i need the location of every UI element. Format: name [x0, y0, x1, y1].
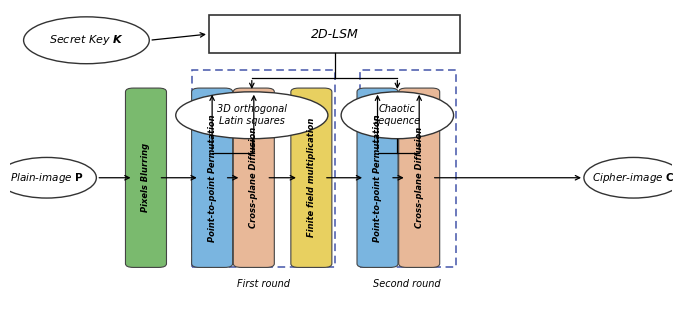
Text: Cross-plane Diffusion: Cross-plane Diffusion: [249, 127, 258, 228]
Bar: [192, 70, 334, 267]
Ellipse shape: [0, 157, 97, 198]
Text: First round: First round: [236, 279, 290, 289]
FancyBboxPatch shape: [399, 88, 440, 267]
FancyBboxPatch shape: [125, 88, 166, 267]
Text: 3D orthogonal
Latin squares: 3D orthogonal Latin squares: [217, 104, 287, 126]
FancyBboxPatch shape: [209, 15, 460, 53]
FancyBboxPatch shape: [357, 88, 398, 267]
Text: Second round: Second round: [373, 279, 441, 289]
Bar: [360, 70, 456, 267]
Text: Cross-plane Diffusion: Cross-plane Diffusion: [414, 127, 424, 228]
Text: Finite field multiplication: Finite field multiplication: [307, 118, 316, 238]
Text: Point-to-point Permutation: Point-to-point Permutation: [208, 114, 216, 242]
Ellipse shape: [341, 92, 453, 139]
Text: Secret Key $\boldsymbol{K}$: Secret Key $\boldsymbol{K}$: [49, 33, 124, 47]
FancyBboxPatch shape: [192, 88, 233, 267]
FancyBboxPatch shape: [234, 88, 274, 267]
FancyBboxPatch shape: [291, 88, 332, 267]
Text: 2D-LSM: 2D-LSM: [310, 28, 358, 40]
Text: Plain-image $\mathit{\mathbf{P}}$: Plain-image $\mathit{\mathbf{P}}$: [10, 171, 84, 185]
Text: Chaotic
Sequence: Chaotic Sequence: [373, 104, 421, 126]
Text: Pixels Blurring: Pixels Blurring: [142, 143, 151, 212]
Ellipse shape: [176, 92, 328, 139]
Ellipse shape: [584, 157, 683, 198]
Text: Cipher-image $\mathit{\mathbf{C}}$: Cipher-image $\mathit{\mathbf{C}}$: [593, 171, 675, 185]
Ellipse shape: [23, 17, 149, 64]
Text: Point-to-point Permutation: Point-to-point Permutation: [373, 114, 382, 242]
